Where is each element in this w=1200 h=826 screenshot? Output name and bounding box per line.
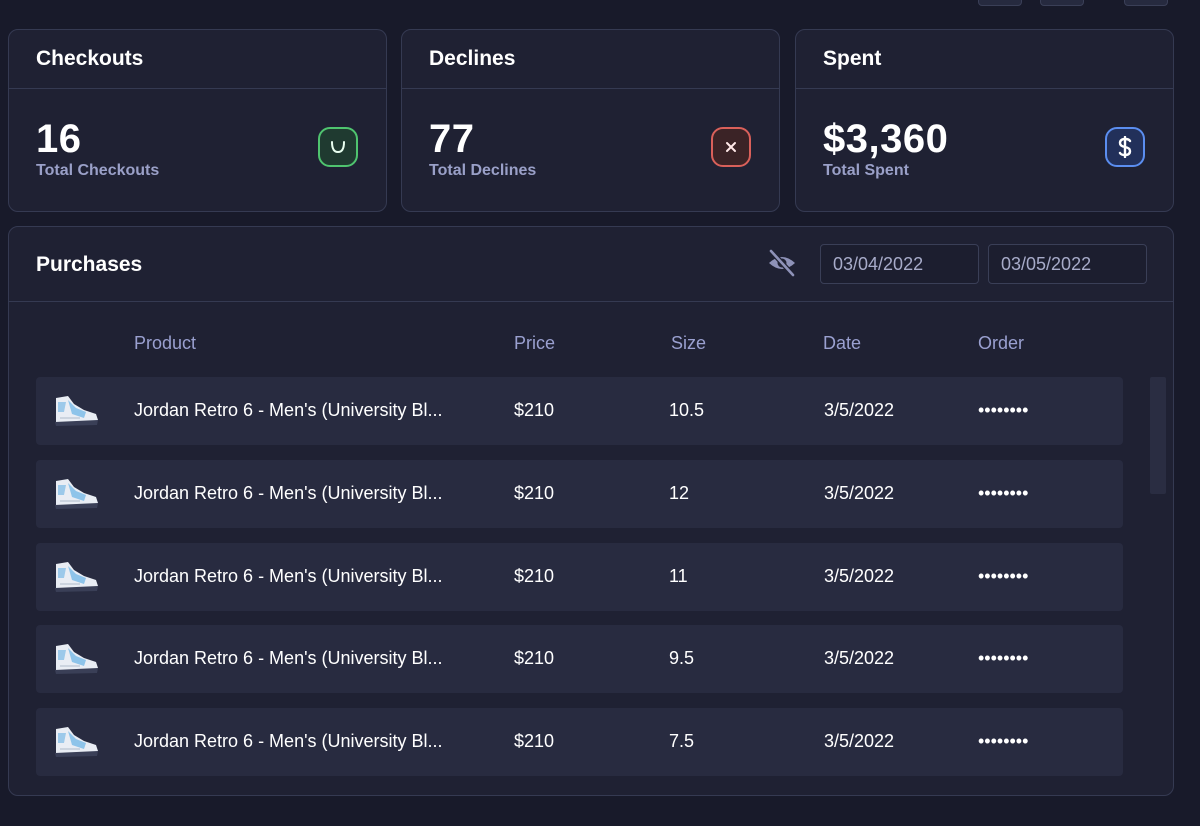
table-row[interactable]: Jordan Retro 6 - Men's (University Bl...…	[36, 377, 1123, 445]
product-size: 9.5	[669, 648, 695, 668]
purchases-title: Purchases	[36, 253, 143, 276]
table-row[interactable]: Jordan Retro 6 - Men's (University Bl...…	[36, 543, 1123, 611]
order-number-masked: ••••••••	[978, 731, 1029, 751]
product-size: 10.5	[669, 400, 705, 420]
card-title: Declines	[429, 47, 516, 70]
table-row[interactable]: Jordan Retro 6 - Men's (University Bl...…	[36, 708, 1123, 776]
purchase-date: 3/5/2022	[824, 400, 895, 420]
spent-label: Total Spent	[823, 162, 909, 179]
product-size: 7.5	[669, 731, 695, 751]
top-button[interactable]	[1040, 0, 1084, 6]
column-header-order[interactable]: Order	[978, 333, 1025, 353]
sneaker-thumbnail	[55, 562, 98, 592]
date-to-input[interactable]	[988, 244, 1147, 284]
column-header-date[interactable]: Date	[823, 333, 862, 353]
spent-card: Spent $3,360 Total Spent	[795, 29, 1174, 212]
scrollbar-thumb[interactable]	[1150, 377, 1166, 494]
product-price: $210	[514, 400, 555, 420]
order-number-masked: ••••••••	[978, 566, 1029, 586]
product-size: 12	[669, 483, 690, 503]
card-header: Spent	[796, 30, 1173, 89]
order-number-masked: ••••••••	[978, 648, 1029, 668]
product-name: Jordan Retro 6 - Men's (University Bl...	[134, 566, 443, 586]
declines-card: Declines 77 Total Declines	[401, 29, 780, 212]
close-icon	[711, 127, 751, 167]
card-header: Checkouts	[9, 30, 386, 89]
hide-eye-icon[interactable]	[766, 248, 798, 278]
product-name: Jordan Retro 6 - Men's (University Bl...	[134, 483, 443, 503]
purchases-header: Purchases	[9, 227, 1173, 302]
order-number-masked: ••••••••	[978, 400, 1029, 420]
purchases-card: Purchases Product Price Size Date Order …	[8, 226, 1174, 796]
column-header-price[interactable]: Price	[514, 333, 556, 353]
sneaker-thumbnail	[55, 644, 98, 674]
declines-label: Total Declines	[429, 162, 537, 179]
top-button[interactable]	[1124, 0, 1168, 6]
card-header: Declines	[402, 30, 779, 89]
checkouts-value: 16	[36, 117, 82, 161]
product-name: Jordan Retro 6 - Men's (University Bl...	[134, 648, 443, 668]
declines-value: 77	[429, 117, 475, 161]
product-name: Jordan Retro 6 - Men's (University Bl...	[134, 731, 443, 751]
column-header-size[interactable]: Size	[671, 333, 707, 353]
table-row[interactable]: Jordan Retro 6 - Men's (University Bl...…	[36, 625, 1123, 693]
product-price: $210	[514, 566, 555, 586]
top-button[interactable]	[978, 0, 1022, 6]
sneaker-thumbnail	[55, 727, 98, 757]
checkouts-label: Total Checkouts	[36, 162, 160, 179]
product-price: $210	[514, 731, 555, 751]
dollar-icon	[1105, 127, 1145, 167]
product-price: $210	[514, 648, 555, 668]
card-title: Spent	[823, 47, 882, 70]
sneaker-thumbnail	[55, 396, 98, 426]
product-size: 11	[669, 566, 688, 586]
purchase-date: 3/5/2022	[824, 648, 895, 668]
sneaker-thumbnail	[55, 479, 98, 509]
product-name: Jordan Retro 6 - Men's (University Bl...	[134, 400, 443, 420]
bag-icon	[318, 127, 358, 167]
product-price: $210	[514, 483, 555, 503]
checkouts-card: Checkouts 16 Total Checkouts	[8, 29, 387, 212]
purchase-date: 3/5/2022	[824, 483, 895, 503]
purchase-date: 3/5/2022	[824, 566, 895, 586]
spent-value: $3,360	[823, 117, 949, 161]
column-header-product[interactable]: Product	[134, 333, 197, 353]
purchase-date: 3/5/2022	[824, 731, 895, 751]
card-title: Checkouts	[36, 47, 144, 70]
order-number-masked: ••••••••	[978, 483, 1029, 503]
date-from-input[interactable]	[820, 244, 979, 284]
table-row[interactable]: Jordan Retro 6 - Men's (University Bl...…	[36, 460, 1123, 528]
